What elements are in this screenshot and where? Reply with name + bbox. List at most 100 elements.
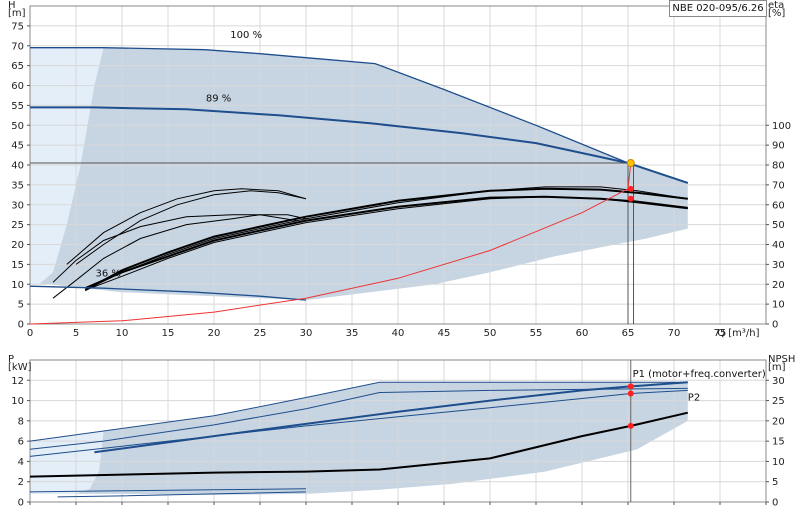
- y-tick-label: 45: [11, 141, 24, 152]
- pump-speed-curve: [29, 285, 307, 301]
- right-tick-label: 40: [772, 240, 785, 251]
- x-tick-label: 30: [300, 328, 313, 339]
- y-tick-label: 6: [18, 437, 24, 448]
- x-tick-label: 75: [714, 328, 727, 339]
- duty-point: [627, 195, 634, 202]
- x-tick-label: 65: [622, 328, 635, 339]
- y-tick-label: 70: [11, 41, 24, 52]
- series-label: P1 (motor+freq.converter): [633, 369, 766, 380]
- power-curve: [29, 488, 307, 493]
- right-tick-label: 0: [772, 498, 778, 509]
- y-tick-label: 65: [11, 61, 24, 72]
- power-curve: [29, 381, 688, 442]
- y-tick-label: 20: [11, 240, 24, 251]
- right-tick-label: 10: [772, 457, 785, 468]
- y-tick-label: 10: [11, 280, 24, 291]
- right-tick-label: 0: [772, 320, 778, 331]
- speed-label: 89 %: [206, 93, 231, 104]
- x-tick-label: 70: [668, 328, 681, 339]
- left-axis-label: H: [8, 0, 16, 11]
- x-tick-label: 45: [438, 328, 451, 339]
- right-tick-label: 25: [772, 396, 785, 407]
- left-axis-unit: [m]: [8, 8, 26, 19]
- x-tick-label: 25: [254, 328, 267, 339]
- right-tick-label: 20: [772, 280, 785, 291]
- duty-point: [627, 390, 634, 397]
- y-tick-label: 50: [11, 121, 24, 132]
- x-tick-label: 10: [116, 328, 129, 339]
- pump-speed-curve: [30, 106, 689, 184]
- y-tick-label: 15: [11, 260, 24, 271]
- right-tick-label: 5: [772, 477, 778, 488]
- x-tick-label: 40: [392, 328, 405, 339]
- left-axis-unit: [kW]: [8, 362, 32, 373]
- series-label: P2: [688, 393, 700, 404]
- efficiency-curve: [66, 188, 307, 265]
- right-tick-label: 70: [772, 180, 785, 191]
- pump-speed-curve: [30, 47, 689, 184]
- efficiency-curve: [84, 187, 688, 292]
- x-tick-label: 35: [346, 328, 359, 339]
- right-axis-unit: [%]: [768, 8, 785, 19]
- bottom-operating-envelope: [30, 382, 688, 495]
- npsh-curve: [29, 411, 689, 478]
- y-tick-label: 35: [11, 180, 24, 191]
- x-tick-label: 60: [576, 328, 589, 339]
- y-tick-label: 75: [11, 21, 24, 32]
- y-tick-label: 5: [18, 300, 24, 311]
- y-tick-label: 0: [18, 498, 24, 509]
- x-axis-label: Q [m³/h]: [717, 328, 759, 339]
- speed-label: 100 %: [230, 30, 262, 41]
- y-tick-label: 8: [18, 416, 24, 427]
- speed-label: 36 %: [95, 268, 120, 279]
- duty-point: [627, 185, 634, 192]
- efficiency-curve: [52, 214, 307, 299]
- right-tick-label: 80: [772, 161, 785, 172]
- left-axis-label: P: [8, 354, 14, 365]
- right-tick-label: 50: [772, 220, 785, 231]
- y-tick-label: 12: [11, 376, 24, 387]
- x-tick-label: 20: [208, 328, 221, 339]
- right-tick-label: 60: [772, 200, 785, 211]
- right-axis-label: eta: [768, 0, 784, 11]
- model-label-box: NBE 020-095/6.26: [669, 0, 767, 17]
- right-tick-label: 10: [772, 300, 785, 311]
- right-tick-label: 30: [772, 260, 785, 271]
- efficiency-curve: [84, 195, 688, 290]
- y-tick-label: 40: [11, 161, 24, 172]
- duty-point: [627, 422, 634, 429]
- system-curve: [29, 162, 632, 325]
- right-axis-unit: [m]: [768, 362, 786, 373]
- duty-point: [626, 159, 635, 168]
- right-tick-label: 20: [772, 416, 785, 427]
- y-tick-label: 30: [11, 200, 24, 211]
- right-tick-label: 15: [772, 437, 785, 448]
- x-tick-label: 0: [27, 328, 33, 339]
- right-tick-label: 100: [772, 121, 791, 132]
- y-tick-label: 2: [18, 477, 24, 488]
- y-tick-label: 55: [11, 101, 24, 112]
- x-tick-label: 55: [530, 328, 543, 339]
- y-tick-label: 10: [11, 396, 24, 407]
- power-curve: [57, 491, 307, 498]
- y-tick-label: 0: [18, 320, 24, 331]
- efficiency-curve: [75, 190, 307, 265]
- x-tick-label: 15: [162, 328, 175, 339]
- bottom-light-region: [30, 431, 104, 494]
- x-tick-label: 5: [73, 328, 79, 339]
- efficiency-curve: [52, 214, 297, 283]
- power-curve: [29, 387, 688, 450]
- y-tick-label: 4: [18, 457, 24, 468]
- duty-point: [627, 383, 634, 390]
- y-tick-label: 25: [11, 220, 24, 231]
- efficiency-curve: [84, 186, 688, 291]
- x-tick-label: 50: [484, 328, 497, 339]
- y-tick-label: 60: [11, 81, 24, 92]
- model-label: NBE 020-095/6.26: [672, 3, 764, 14]
- power-curve: [29, 389, 688, 457]
- right-axis-label: NPSH: [768, 354, 795, 365]
- right-tick-label: 90: [772, 141, 785, 152]
- right-tick-label: 30: [772, 376, 785, 387]
